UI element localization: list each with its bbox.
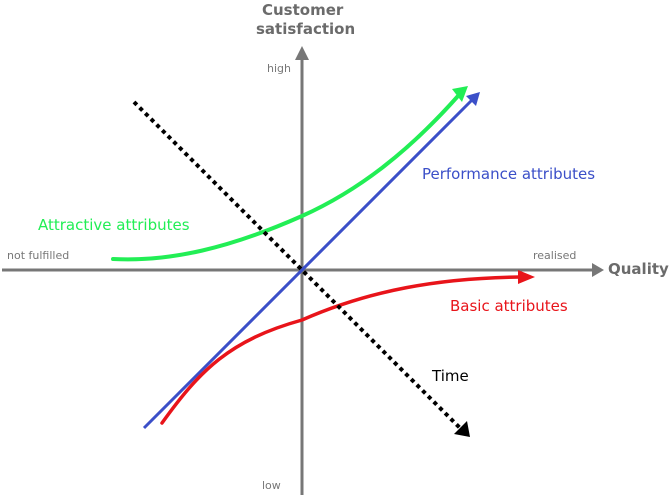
performance-arrow-icon	[466, 92, 480, 106]
y-axis-arrow-icon	[295, 46, 309, 60]
basic-label: Basic attributes	[450, 297, 568, 315]
attractive-curve	[111, 86, 468, 262]
x-axis-left-label: not fulfilled	[7, 249, 70, 262]
y-axis	[295, 46, 309, 495]
attractive-label: Attractive attributes	[38, 216, 190, 234]
x-axis	[2, 263, 604, 277]
x-axis-arrow-icon	[592, 263, 604, 277]
attractive-arrow-icon	[452, 86, 468, 102]
x-axis-right-label: realised	[533, 249, 577, 262]
y-axis-title-line1: Customer	[262, 1, 344, 19]
basic-arrow-icon	[518, 270, 535, 284]
time-arrow-icon	[454, 421, 470, 437]
performance-label: Performance attributes	[422, 165, 596, 183]
time-arrow	[132, 100, 470, 437]
x-axis-title: Quality	[608, 260, 669, 278]
basic-curve	[160, 270, 535, 425]
y-axis-low-label: low	[262, 479, 281, 492]
y-axis-high-label: high	[267, 62, 291, 75]
performance-line	[142, 92, 480, 430]
y-axis-title-line2: satisfaction	[256, 20, 356, 38]
time-label: Time	[432, 367, 469, 385]
